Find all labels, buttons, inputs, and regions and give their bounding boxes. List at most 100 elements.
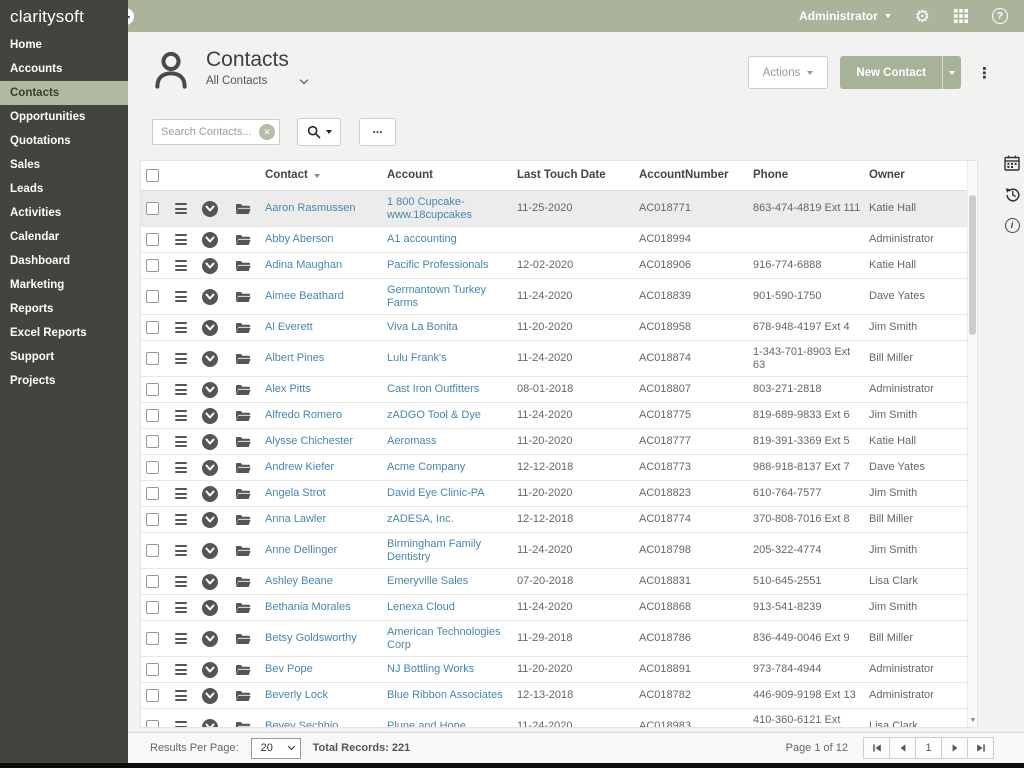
account-link[interactable]: A1 accounting xyxy=(387,233,457,245)
sidebar-item-excel-reports[interactable]: Excel Reports xyxy=(10,327,87,339)
sidebar-item-reports[interactable]: Reports xyxy=(10,303,54,315)
row-expand-chevron-icon[interactable] xyxy=(202,718,218,727)
row-folder-icon[interactable] xyxy=(229,322,265,334)
row-menu-icon[interactable] xyxy=(175,633,187,644)
account-link[interactable]: Blue Ribbon Associates xyxy=(387,689,503,701)
sidebar-item-calendar[interactable]: Calendar xyxy=(10,231,60,243)
row-menu-icon[interactable] xyxy=(175,234,187,245)
row-expand-chevron-icon[interactable] xyxy=(202,542,218,559)
contact-link[interactable]: Alfredo Romero xyxy=(265,409,343,421)
row-folder-icon[interactable] xyxy=(229,602,265,614)
previous-page-button[interactable] xyxy=(889,737,916,759)
row-expand-chevron-icon[interactable] xyxy=(202,319,218,336)
row-checkbox[interactable] xyxy=(145,259,159,272)
more-filters-button[interactable]: ... xyxy=(359,118,396,146)
row-menu-icon[interactable] xyxy=(175,488,187,499)
contact-link[interactable]: Andrew Kiefer xyxy=(265,461,335,473)
table-row[interactable]: Abby Aberson A1 accounting AC018994 Admi… xyxy=(141,227,977,253)
column-header-account[interactable]: Account xyxy=(387,169,433,181)
table-row[interactable]: Bethania Morales Lenexa Cloud 11-24-2020… xyxy=(141,595,977,621)
row-folder-icon[interactable] xyxy=(229,384,265,396)
account-link[interactable]: Germantown Turkey Farms xyxy=(387,283,487,309)
row-expand-chevron-icon[interactable] xyxy=(202,630,218,647)
settings-gear-icon[interactable]: ⚙ xyxy=(914,6,930,26)
last-page-button[interactable] xyxy=(967,737,994,759)
sidebar-item-projects[interactable]: Projects xyxy=(10,375,56,387)
row-folder-icon[interactable] xyxy=(229,664,265,676)
table-row[interactable]: Bev Pope NJ Bottling Works 11-20-2020 AC… xyxy=(141,657,977,683)
table-row[interactable]: Beverly Lock Blue Ribbon Associates 12-1… xyxy=(141,683,977,709)
row-folder-icon[interactable] xyxy=(229,436,265,448)
contact-link[interactable]: Abby Aberson xyxy=(265,233,334,245)
account-link[interactable]: Plune and Hope xyxy=(387,720,466,727)
row-folder-icon[interactable] xyxy=(229,234,265,246)
account-link[interactable]: Lenexa Cloud xyxy=(387,601,455,613)
contact-link[interactable]: Bevey Sechhio xyxy=(265,720,339,727)
account-link[interactable]: David Eye Clinic-PA xyxy=(387,487,485,499)
table-row[interactable]: Alysse Chichester Aeromass 11-20-2020 AC… xyxy=(141,429,977,455)
row-expand-chevron-icon[interactable] xyxy=(202,381,218,398)
row-folder-icon[interactable] xyxy=(229,291,265,303)
sidebar-item-leads[interactable]: Leads xyxy=(10,183,44,195)
table-row[interactable]: Alex Pitts Cast Iron Outfitters 08-01-20… xyxy=(141,377,977,403)
table-row[interactable]: Bevey Sechhio Plune and Hope 11-24-2020 … xyxy=(141,709,977,727)
sidebar-item-contacts[interactable]: Contacts xyxy=(0,81,128,105)
account-link[interactable]: NJ Bottling Works xyxy=(387,663,475,675)
row-checkbox[interactable] xyxy=(145,601,159,614)
row-folder-icon[interactable] xyxy=(229,462,265,474)
column-header-phone[interactable]: Phone xyxy=(753,169,789,181)
row-menu-icon[interactable] xyxy=(175,690,187,701)
row-menu-icon[interactable] xyxy=(175,384,187,395)
help-icon[interactable]: ? xyxy=(992,8,1008,24)
row-expand-chevron-icon[interactable] xyxy=(202,257,218,274)
sidebar-item-marketing[interactable]: Marketing xyxy=(10,279,65,291)
row-expand-chevron-icon[interactable] xyxy=(202,350,218,367)
row-checkbox[interactable] xyxy=(145,233,159,246)
row-folder-icon[interactable] xyxy=(229,514,265,526)
account-link[interactable]: Emeryville Sales xyxy=(387,575,469,587)
account-link[interactable]: Birmingham Family Dentistry xyxy=(387,537,482,563)
more-options-kebab-icon[interactable]: ⋮ xyxy=(977,64,992,82)
row-folder-icon[interactable] xyxy=(229,633,265,645)
row-expand-chevron-icon[interactable] xyxy=(202,407,218,424)
column-header-last-touch-date[interactable]: Last Touch Date xyxy=(517,169,606,181)
contact-link[interactable]: Betsy Goldsworthy xyxy=(265,632,357,644)
row-folder-icon[interactable] xyxy=(229,410,265,422)
row-menu-icon[interactable] xyxy=(175,514,187,525)
table-row[interactable]: Anna Lawler zADESA, Inc. 12-12-2018 AC01… xyxy=(141,507,977,533)
sidebar-item-sales[interactable]: Sales xyxy=(10,159,41,171)
apps-grid-icon[interactable] xyxy=(954,9,968,23)
row-menu-icon[interactable] xyxy=(175,203,187,214)
row-checkbox[interactable] xyxy=(145,632,159,645)
account-link[interactable]: Acme Company xyxy=(387,461,466,473)
table-row[interactable]: Betsy Goldsworthy American Technologies … xyxy=(141,621,977,657)
row-checkbox[interactable] xyxy=(145,513,159,526)
account-link[interactable]: American Technologies Corp xyxy=(387,625,501,651)
row-folder-icon[interactable] xyxy=(229,260,265,272)
row-menu-icon[interactable] xyxy=(175,462,187,473)
actions-button[interactable]: Actions xyxy=(747,56,829,89)
account-link[interactable]: zADGO Tool & Dye xyxy=(387,409,481,421)
row-expand-chevron-icon[interactable] xyxy=(202,485,218,502)
first-page-button[interactable] xyxy=(863,737,890,759)
row-checkbox[interactable] xyxy=(145,321,159,334)
table-row[interactable]: Albert Pines Lulu Frank's 11-24-2020 AC0… xyxy=(141,341,977,377)
row-menu-icon[interactable] xyxy=(175,410,187,421)
row-folder-icon[interactable] xyxy=(229,353,265,365)
table-row[interactable]: Anne Dellinger Birmingham Family Dentist… xyxy=(141,533,977,569)
row-menu-icon[interactable] xyxy=(175,721,187,727)
contact-link[interactable]: Alex Pitts xyxy=(265,383,311,395)
row-menu-icon[interactable] xyxy=(175,353,187,364)
column-header-account-number[interactable]: AccountNumber xyxy=(639,169,729,181)
row-checkbox[interactable] xyxy=(145,290,159,303)
user-menu[interactable]: Administrator xyxy=(799,9,891,23)
view-filter-dropdown[interactable]: All Contacts xyxy=(206,75,309,87)
row-checkbox[interactable] xyxy=(145,383,159,396)
current-page-input[interactable]: 1 xyxy=(915,737,942,759)
scrollbar-down-arrow-icon[interactable]: ▼ xyxy=(969,717,977,724)
contact-link[interactable]: Beverly Lock xyxy=(265,689,328,701)
scrollbar-thumb[interactable] xyxy=(969,195,976,335)
next-page-button[interactable] xyxy=(941,737,968,759)
row-checkbox[interactable] xyxy=(145,487,159,500)
account-link[interactable]: Lulu Frank's xyxy=(387,352,447,364)
